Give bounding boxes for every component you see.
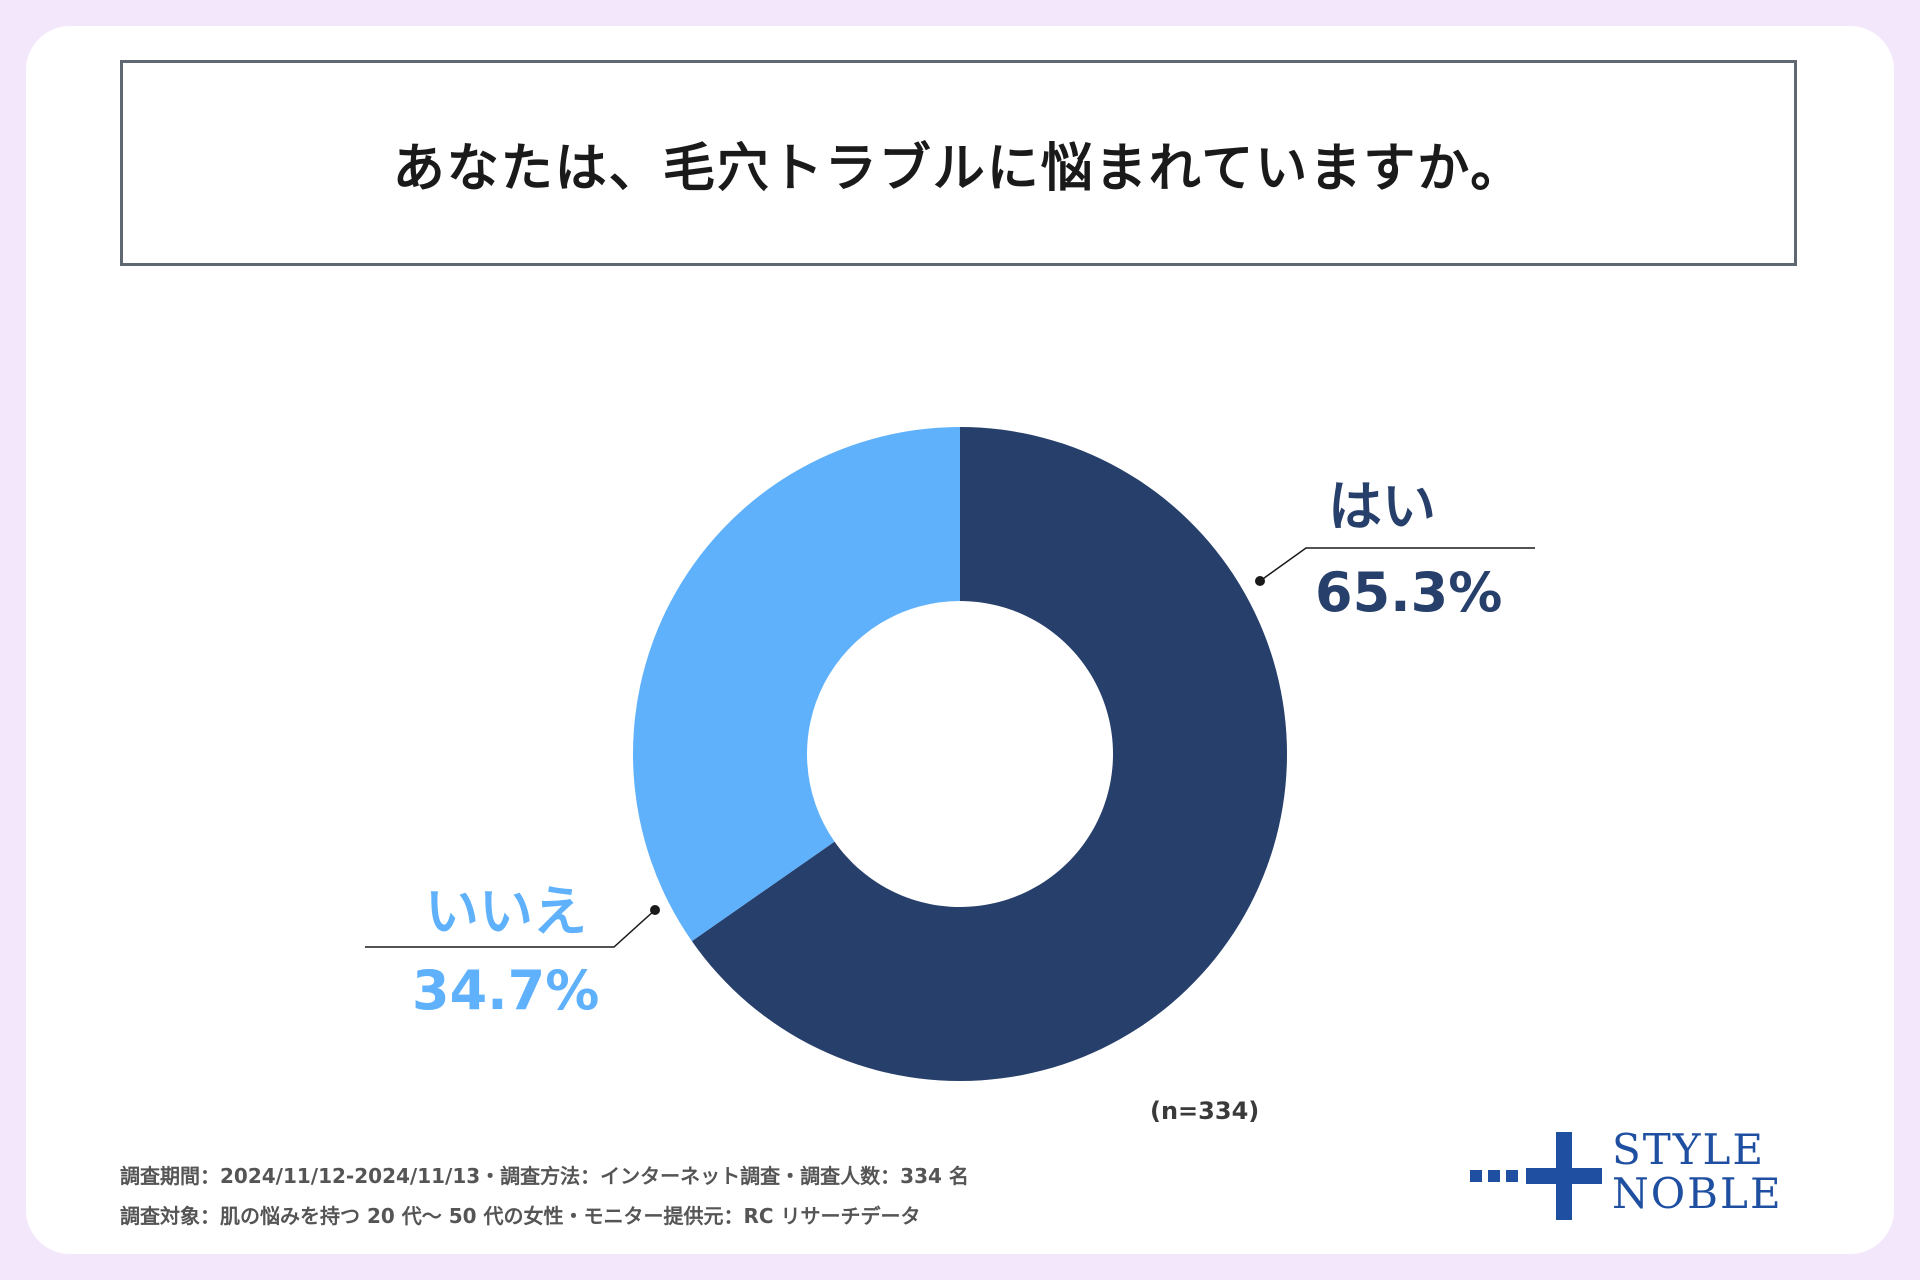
label-no-value: 34.7%: [412, 959, 600, 1022]
label-no-name: いいえ: [425, 880, 587, 943]
leader-line-no: [365, 905, 660, 948]
style-noble-logo-icon: [1470, 1132, 1602, 1220]
footnote-survey-period: 調査期間：2024/11/12-2024/11/13・調査方法：インターネット調…: [120, 1164, 969, 1188]
footnote-survey-target: 調査対象：肌の悩みを持つ 20 代〜 50 代の女性・モニター提供元：RC リサ…: [120, 1204, 921, 1228]
leader-line-yes: [1255, 547, 1535, 586]
label-yes-name: はい: [1328, 475, 1436, 538]
sample-size-label: (n=334): [1150, 1097, 1260, 1125]
label-yes-value: 65.3%: [1315, 561, 1503, 624]
title-box: あなたは、毛穴トラブルに悩まれていますか。: [120, 60, 1797, 266]
donut-slice-yes: [691, 427, 1288, 1081]
logo-line-1: STYLE: [1612, 1125, 1766, 1174]
donut-slice-no: [633, 427, 960, 942]
chart-title: あなたは、毛穴トラブルに悩まれていますか。: [392, 138, 1525, 199]
style-noble-logo-text: STYLE NOBLE: [1612, 1128, 1783, 1216]
logo-line-2: NOBLE: [1612, 1169, 1783, 1218]
